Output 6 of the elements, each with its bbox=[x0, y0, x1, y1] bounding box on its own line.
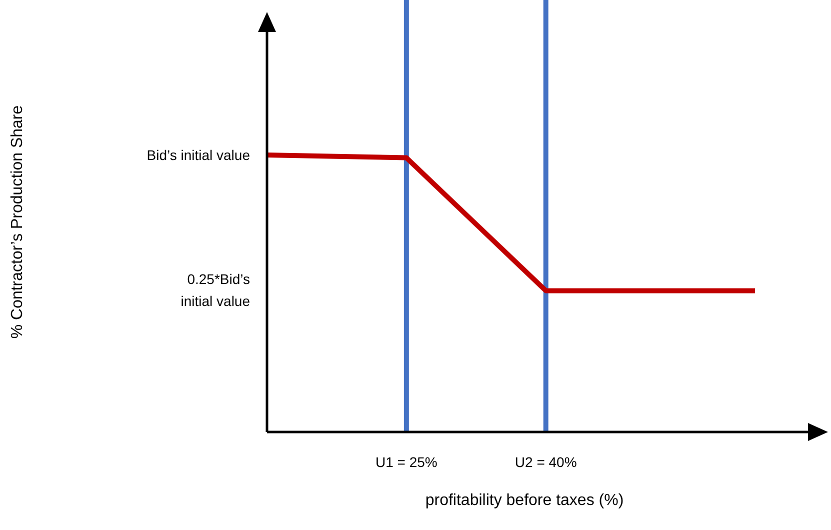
x-tick-label: U1 = 25% bbox=[375, 454, 438, 470]
text: % Contractor’s Production Share bbox=[9, 105, 26, 339]
text: Bid’s initial value bbox=[146, 147, 250, 163]
text: 0.25*Bid’s initial value bbox=[180, 271, 250, 309]
x-tick-label: U2 = 40% bbox=[514, 454, 577, 470]
x-axis-title: profitability before taxes (%) bbox=[425, 492, 624, 509]
